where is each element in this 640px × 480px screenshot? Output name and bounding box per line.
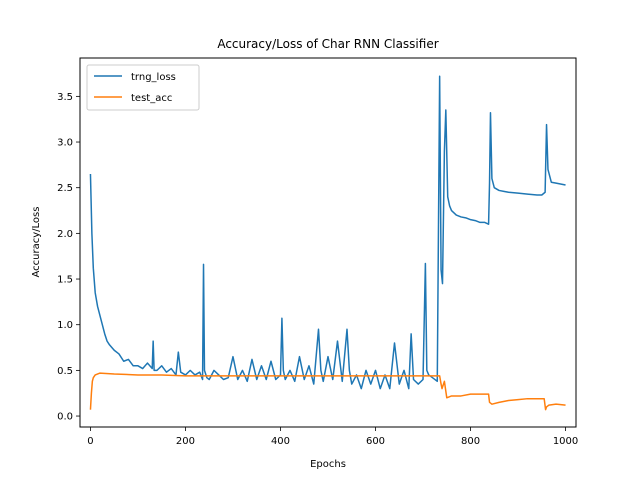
y-tick-label: 1.0 (57, 320, 73, 331)
y-tick-label: 0.5 (57, 366, 73, 377)
plot-frame (79, 57, 577, 428)
plot-area (79, 57, 577, 428)
y-tick-label: 0.0 (57, 412, 73, 423)
x-tick-label: 0 (87, 436, 93, 447)
y-tick-label: 1.5 (57, 275, 73, 286)
legend-label-trng-loss: trng_loss (131, 72, 176, 83)
x-tick-label: 600 (366, 436, 385, 447)
y-tick-label: 2.0 (57, 229, 73, 240)
series-layer (89, 75, 566, 411)
y-tick-label: 3.5 (57, 92, 73, 103)
x-tick-label: 800 (461, 436, 480, 447)
x-tick-label: 400 (271, 436, 290, 447)
x-tick-label: 1000 (553, 436, 578, 447)
series-line-trng-loss (89, 75, 566, 390)
y-tick-label: 2.5 (57, 183, 73, 194)
legend: trng_loss test_acc (86, 64, 200, 111)
x-tick-label: 200 (176, 436, 195, 447)
y-axis: 0.0 0.5 1.0 1.5 2.0 2.5 3.0 3.5 (57, 92, 80, 423)
x-axis: 0 200 400 600 800 1000 (87, 427, 578, 447)
x-axis-label: Epochs (310, 459, 346, 470)
y-axis-label: Accuracy/Loss (31, 207, 42, 278)
legend-label-test-acc: test_acc (131, 93, 172, 104)
chart-title: Accuracy/Loss of Char RNN Classifier (217, 37, 438, 51)
series-line-test-acc (89, 372, 566, 411)
y-tick-label: 3.0 (57, 138, 73, 149)
